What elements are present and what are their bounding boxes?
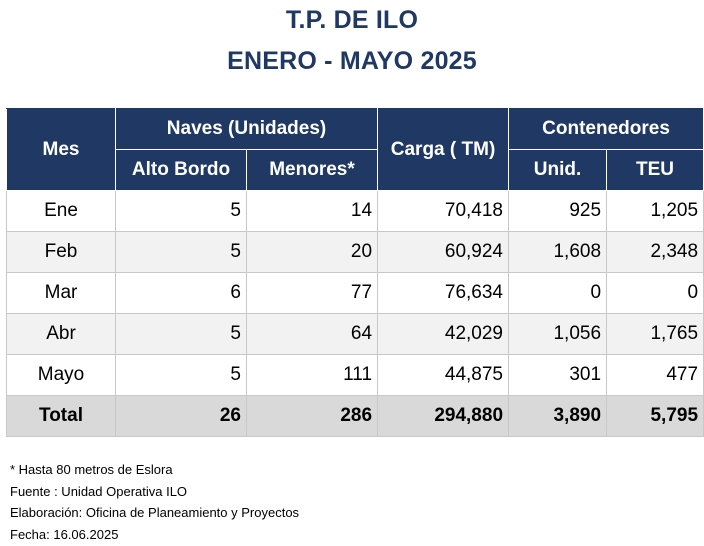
- cell-mes: Total: [6, 395, 116, 437]
- cell-teu: 5,795: [606, 395, 704, 437]
- cell-alto-bordo: 26: [115, 395, 247, 437]
- header-mes: Mes: [6, 108, 116, 191]
- cell-unid: 1,608: [508, 231, 608, 273]
- cell-carga: 76,634: [377, 272, 510, 314]
- cell-mes: Mar: [6, 272, 116, 314]
- cell-mes: Mayo: [6, 354, 116, 396]
- port-statistics-table: Mes Naves (Unidades) Carga ( TM) Contene…: [6, 108, 704, 437]
- cell-carga: 60,924: [377, 231, 510, 273]
- date-note: Fecha: 16.06.2025: [10, 526, 119, 542]
- cell-alto-bordo: 5: [115, 354, 247, 396]
- cell-unid: 0: [508, 272, 608, 314]
- table-row: Mayo 5 111 44,875 301 477: [6, 354, 704, 396]
- cell-teu: 2,348: [606, 231, 704, 273]
- cell-unid: 925: [508, 190, 608, 232]
- header-unid: Unid.: [508, 149, 608, 191]
- cell-unid: 301: [508, 354, 608, 396]
- header-naves: Naves (Unidades): [114, 108, 379, 150]
- cell-carga: 294,880: [377, 395, 510, 437]
- elaboration-note: Elaboración: Oficina de Planeamiento y P…: [10, 505, 300, 520]
- cell-menores: 77: [245, 272, 379, 314]
- document-title: T.P. DE ILO: [285, 6, 419, 34]
- cell-carga: 42,029: [377, 313, 510, 355]
- cell-mes: Ene: [6, 190, 116, 232]
- total-row: Total 26 286 294,880 3,890 5,795: [6, 395, 704, 437]
- cell-alto-bordo: 5: [115, 313, 247, 355]
- header-menores: Menores*: [245, 149, 379, 191]
- header-alto-bordo: Alto Bordo: [115, 149, 247, 191]
- cell-mes: Abr: [6, 313, 116, 355]
- table-row: Abr 5 64 42,029 1,056 1,765: [6, 313, 704, 355]
- cell-teu: 0: [606, 272, 704, 314]
- cell-menores: 14: [245, 190, 379, 232]
- cell-alto-bordo: 5: [115, 231, 247, 273]
- cell-carga: 70,418: [377, 190, 510, 232]
- cell-menores: 64: [245, 313, 379, 355]
- cell-unid: 1,056: [508, 313, 608, 355]
- table-row: Feb 5 20 60,924 1,608 2,348: [6, 231, 704, 273]
- cell-teu: 1,765: [606, 313, 704, 355]
- cell-mes: Feb: [6, 231, 116, 273]
- footnote-eslora: * Hasta 80 metros de Eslora: [10, 462, 173, 477]
- cell-unid: 3,890: [508, 395, 608, 437]
- cell-menores: 20: [245, 231, 379, 273]
- cell-menores: 111: [245, 354, 379, 396]
- footnotes: * Hasta 80 metros de Eslora Fuente : Uni…: [10, 459, 299, 545]
- cell-menores: 286: [245, 395, 379, 437]
- source-note: Fuente : Unidad Operativa ILO: [10, 483, 188, 499]
- table-row: Mar 6 77 76,634 0 0: [6, 272, 704, 314]
- header-carga: Carga ( TM): [377, 108, 510, 191]
- table-row: Ene 5 14 70,418 925 1,205: [6, 190, 704, 232]
- cell-teu: 477: [606, 354, 704, 396]
- cell-carga: 44,875: [377, 354, 510, 396]
- cell-alto-bordo: 6: [115, 272, 247, 314]
- cell-alto-bordo: 5: [115, 190, 247, 232]
- document-subtitle: ENERO - MAYO 2025: [227, 47, 477, 75]
- header-teu: TEU: [606, 149, 704, 191]
- cell-teu: 1,205: [606, 190, 704, 232]
- header-contenedores: Contenedores: [508, 108, 704, 150]
